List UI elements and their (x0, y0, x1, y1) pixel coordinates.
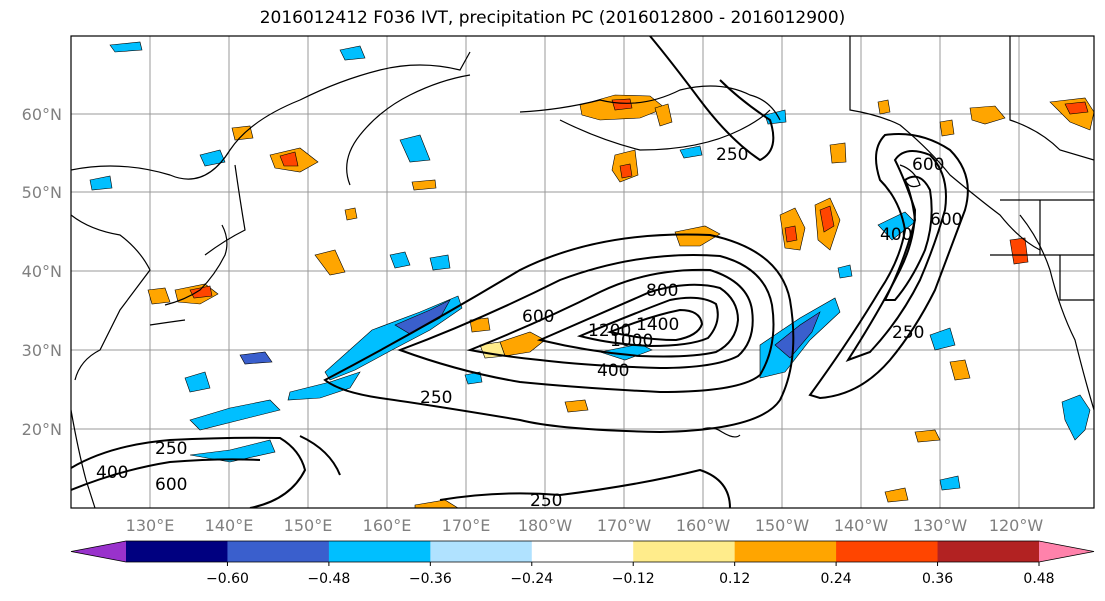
contour-label: 600 (912, 155, 944, 175)
lon-label: 170°W (597, 516, 652, 535)
lon-label: 130°W (913, 516, 968, 535)
contour-label: 1400 (636, 315, 679, 335)
colorbar-extend-low (71, 541, 126, 562)
colorbar-segment (430, 541, 533, 562)
latitude-labels: 60°N 50°N 40°N 30°N 20°N (22, 105, 62, 439)
lon-label: 150°W (755, 516, 810, 535)
lon-label: 170°E (442, 516, 491, 535)
contour-label: 600 (155, 475, 187, 495)
contour-label: 600 (930, 210, 962, 230)
contour-label: 600 (522, 307, 554, 327)
precip-positive-shading (147, 94, 1094, 508)
lat-label: 20°N (22, 420, 62, 439)
colorbar-outline (70, 540, 1095, 563)
map-panel: 250 250 250 250 250 400 400 400 600 600 … (71, 36, 1094, 511)
contour-label: 250 (716, 145, 748, 165)
lon-label: 140°E (205, 516, 254, 535)
colorbar-tick-label: −0.36 (409, 571, 452, 587)
lon-label: 180°W (518, 516, 573, 535)
longitude-labels: 130°E 140°E 150°E 160°E 170°E 180°W 170°… (126, 516, 1044, 535)
colorbar-tick-label: 0.12 (719, 571, 750, 587)
contour-label: 400 (880, 225, 912, 245)
ivt-contours (71, 36, 969, 508)
lon-label: 120°W (989, 516, 1044, 535)
colorbar-segment (836, 541, 939, 562)
colorbar-tick-label: −0.60 (206, 571, 249, 587)
colorbar-segment (633, 541, 736, 562)
precip-negative-shading (89, 41, 1091, 491)
colorbar-ticks: −0.60 −0.48 −0.36 −0.24 −0.12 0.12 0.24 0.36 0.4… (206, 562, 1055, 587)
colorbar (70, 540, 1095, 563)
contour-label: 800 (646, 281, 678, 301)
colorbar-tick-label: 0.48 (1023, 571, 1054, 587)
lon-label: 140°W (834, 516, 889, 535)
colorbar-segment (227, 541, 330, 562)
map-frame (70, 35, 1095, 509)
colorbar-segment (328, 541, 431, 562)
contour-label: 250 (420, 388, 452, 408)
map-title: 2016012412 F036 IVT, precipitation PC (2… (259, 8, 846, 28)
colorbar-tick-label: 0.24 (821, 571, 852, 587)
contour-label: 250 (530, 491, 562, 511)
colorbar-tick-label: −0.24 (510, 571, 553, 587)
contour-label: 400 (96, 463, 128, 483)
contour-label: 1000 (610, 331, 653, 351)
colorbar-segment (937, 541, 1040, 562)
contour-label: 400 (597, 361, 629, 381)
contour-label: 1200 (588, 321, 631, 341)
lat-label: 30°N (22, 341, 62, 360)
colorbar-tick-label: 0.36 (922, 571, 953, 587)
contour-label: 250 (892, 323, 924, 343)
colorbar-extend-high (1039, 541, 1094, 562)
contour-label: 250 (155, 439, 187, 459)
lat-label: 50°N (22, 183, 62, 202)
lat-label: 40°N (22, 262, 62, 281)
lon-label: 150°E (284, 516, 333, 535)
colorbar-segment (734, 541, 837, 562)
colorbar-segment (126, 541, 228, 562)
lon-label: 160°E (363, 516, 412, 535)
colorbar-tick-label: −0.12 (612, 571, 655, 587)
lon-label: 130°E (126, 516, 175, 535)
contour-labels: 250 250 250 250 250 400 400 400 600 600 … (96, 145, 962, 511)
lon-label: 160°W (676, 516, 731, 535)
lat-label: 60°N (22, 105, 62, 124)
colorbar-tick-label: −0.48 (307, 571, 350, 587)
colorbar-segment (531, 541, 634, 562)
